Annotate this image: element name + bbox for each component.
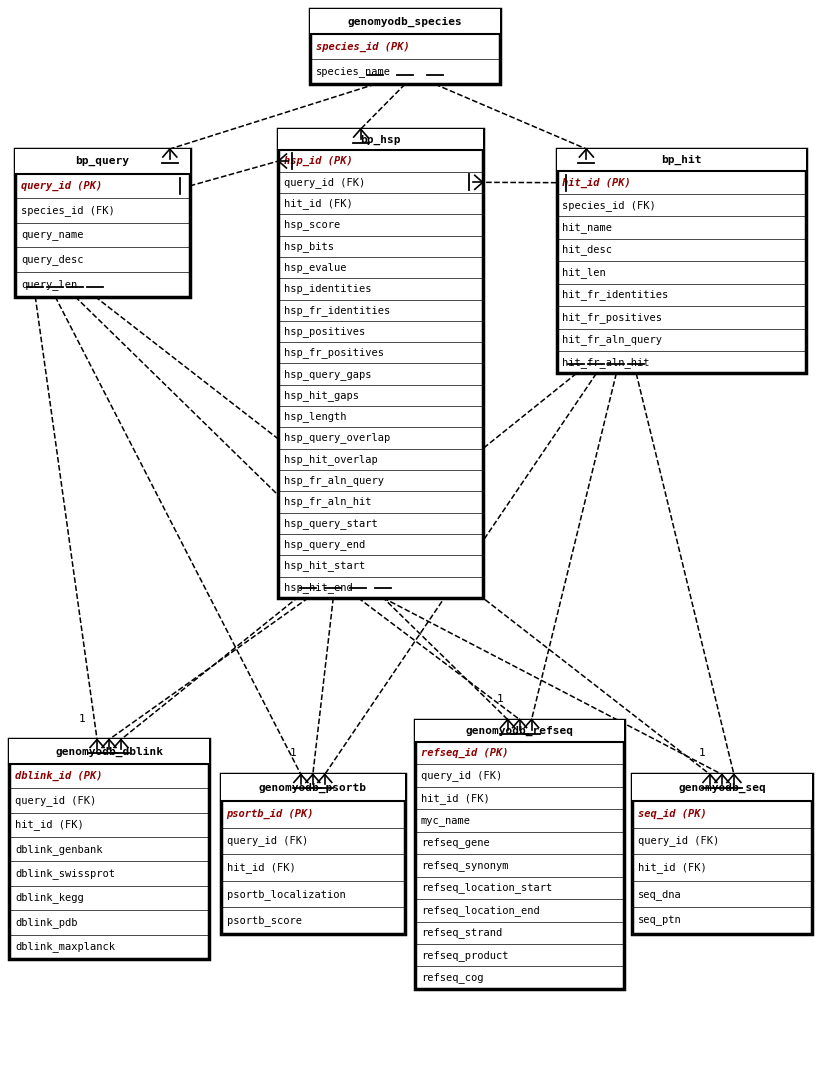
Text: hsp_positives: hsp_positives <box>284 326 366 337</box>
Text: query_id (FK): query_id (FK) <box>16 795 97 806</box>
Text: species_id (PK): species_id (PK) <box>316 42 410 52</box>
Text: hsp_hit_gaps: hsp_hit_gaps <box>284 390 359 401</box>
Bar <box>16 149 190 174</box>
Text: 1: 1 <box>496 693 503 703</box>
Text: hit_id (PK): hit_id (PK) <box>562 177 631 188</box>
Text: 1: 1 <box>79 714 85 724</box>
Bar <box>220 774 405 934</box>
Text: genomyodb_species: genomyodb_species <box>348 16 463 27</box>
Text: query_len: query_len <box>21 279 77 289</box>
Text: dblink_pdb: dblink_pdb <box>16 917 78 928</box>
Text: hsp_hit_end: hsp_hit_end <box>284 582 353 593</box>
Text: refseq_location_start: refseq_location_start <box>421 882 552 893</box>
Text: hit_id (FK): hit_id (FK) <box>16 820 84 831</box>
Text: species_name: species_name <box>316 66 391 77</box>
Text: hsp_fr_aln_hit: hsp_fr_aln_hit <box>284 497 372 508</box>
Text: query_id (PK): query_id (PK) <box>21 180 103 191</box>
Text: hsp_query_end: hsp_query_end <box>284 539 366 550</box>
Text: bp_hsp: bp_hsp <box>360 135 401 145</box>
Text: hit_fr_positives: hit_fr_positives <box>562 312 663 323</box>
Bar <box>632 774 811 801</box>
Text: seq_dna: seq_dna <box>638 889 682 900</box>
Text: species_id (FK): species_id (FK) <box>562 200 656 211</box>
Text: hit_name: hit_name <box>562 222 612 233</box>
Text: hsp_hit_start: hsp_hit_start <box>284 561 366 571</box>
Text: hsp_query_gaps: hsp_query_gaps <box>284 368 372 379</box>
Bar <box>279 129 483 598</box>
Text: hsp_bits: hsp_bits <box>284 241 335 252</box>
Text: hsp_fr_identities: hsp_fr_identities <box>284 305 390 315</box>
Text: psortb_id (PK): psortb_id (PK) <box>227 809 314 820</box>
Text: bp_hit: bp_hit <box>661 156 701 165</box>
Text: query_desc: query_desc <box>21 254 84 266</box>
Text: refseq_product: refseq_product <box>421 949 509 960</box>
Text: hsp_fr_aln_query: hsp_fr_aln_query <box>284 475 385 486</box>
Text: genomyodb_dblink: genomyodb_dblink <box>55 746 163 757</box>
Text: hsp_score: hsp_score <box>284 219 340 230</box>
Text: species_id (FK): species_id (FK) <box>21 205 115 216</box>
Text: hsp_hit_overlap: hsp_hit_overlap <box>284 454 378 464</box>
Text: dblink_id (PK): dblink_id (PK) <box>16 771 103 781</box>
Text: hit_id (FK): hit_id (FK) <box>638 862 707 873</box>
Bar <box>220 774 405 801</box>
Text: refseq_strand: refseq_strand <box>421 928 502 939</box>
Text: psortb_localization: psortb_localization <box>227 889 345 900</box>
Bar <box>16 149 190 297</box>
Text: query_id (FK): query_id (FK) <box>421 770 502 781</box>
Text: myc_name: myc_name <box>421 815 471 825</box>
Text: hit_id (FK): hit_id (FK) <box>227 862 295 873</box>
Text: genomyodb_seq: genomyodb_seq <box>678 783 766 793</box>
Text: bp_query: bp_query <box>76 157 130 166</box>
Text: genomyodb_refseq: genomyodb_refseq <box>465 726 574 735</box>
Text: hit_fr_aln_query: hit_fr_aln_query <box>562 335 663 346</box>
Bar <box>279 129 483 150</box>
Text: dblink_maxplanck: dblink_maxplanck <box>16 942 115 953</box>
Text: refseq_cog: refseq_cog <box>421 972 483 983</box>
Text: query_id (FK): query_id (FK) <box>638 836 719 847</box>
Text: query_name: query_name <box>21 230 84 240</box>
Text: refseq_gene: refseq_gene <box>421 837 490 849</box>
Bar <box>556 149 806 374</box>
Text: dblink_genbank: dblink_genbank <box>16 843 103 854</box>
Text: refseq_location_end: refseq_location_end <box>421 905 540 916</box>
Bar <box>415 719 624 742</box>
Bar <box>9 740 209 764</box>
Text: hsp_id (PK): hsp_id (PK) <box>284 156 353 166</box>
Text: 1: 1 <box>289 748 296 758</box>
Text: hit_desc: hit_desc <box>562 244 612 256</box>
Bar <box>311 10 500 35</box>
Text: seq_ptn: seq_ptn <box>638 916 682 926</box>
Text: dblink_kegg: dblink_kegg <box>16 892 84 903</box>
Text: hsp_identities: hsp_identities <box>284 283 372 295</box>
Text: hit_fr_aln_hit: hit_fr_aln_hit <box>562 356 650 367</box>
Bar <box>311 10 500 84</box>
Text: hit_len: hit_len <box>562 267 607 278</box>
Text: hit_id (FK): hit_id (FK) <box>421 793 490 804</box>
Text: hsp_fr_positives: hsp_fr_positives <box>284 348 385 359</box>
Text: hsp_query_overlap: hsp_query_overlap <box>284 433 390 444</box>
Text: query_id (FK): query_id (FK) <box>227 836 308 847</box>
Text: hit_id (FK): hit_id (FK) <box>284 199 353 210</box>
Bar <box>632 774 811 934</box>
Text: hsp_query_start: hsp_query_start <box>284 517 378 529</box>
Text: hit_fr_identities: hit_fr_identities <box>562 289 669 300</box>
Text: refseq_synonym: refseq_synonym <box>421 860 509 870</box>
Text: dblink_swissprot: dblink_swissprot <box>16 868 115 879</box>
Text: hsp_evalue: hsp_evalue <box>284 262 347 273</box>
Text: hsp_length: hsp_length <box>284 411 347 422</box>
Bar <box>556 149 806 172</box>
Text: seq_id (PK): seq_id (PK) <box>638 809 707 820</box>
Text: refseq_id (PK): refseq_id (PK) <box>421 748 509 758</box>
Bar <box>9 740 209 959</box>
Bar <box>415 719 624 989</box>
Text: query_id (FK): query_id (FK) <box>284 177 366 188</box>
Text: psortb_score: psortb_score <box>227 915 302 927</box>
Text: 1: 1 <box>699 748 705 758</box>
Text: genomyodb_psortb: genomyodb_psortb <box>259 783 367 793</box>
